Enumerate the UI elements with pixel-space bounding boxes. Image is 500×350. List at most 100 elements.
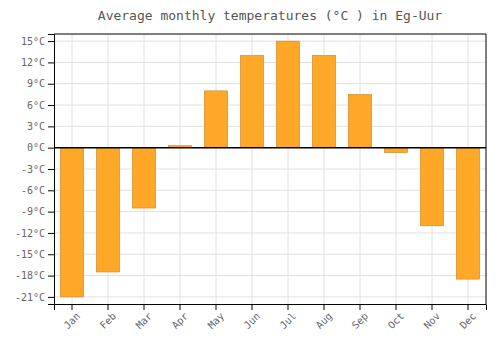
bar	[276, 41, 299, 148]
bar	[60, 148, 83, 297]
grid	[54, 34, 486, 304]
y-axis-line	[48, 35, 55, 305]
x-tick-mark	[396, 304, 397, 310]
x-tick-mark	[144, 304, 145, 310]
y-tick-mark	[48, 169, 54, 170]
frame	[54, 34, 486, 35]
y-tick-mark	[48, 148, 54, 149]
y-tick-label: -3°C	[21, 164, 45, 175]
x-tick-label: Aug	[314, 310, 335, 331]
baseline	[54, 147, 486, 149]
x-tick: Dec	[458, 304, 479, 331]
y-tick-mark	[48, 190, 54, 191]
x-tick: Jan	[62, 304, 83, 331]
x-tick: May	[206, 304, 227, 331]
y-tick-mark	[48, 84, 54, 85]
y-tick-mark	[48, 254, 54, 255]
x-tick: Jun	[242, 304, 263, 331]
y-tick-label: 9°C	[27, 78, 45, 89]
x-tick-mark	[180, 304, 181, 310]
title: Average monthly temperatures (°C ) in Eg…	[98, 8, 443, 23]
bar	[204, 91, 227, 148]
y-tick-label: 3°C	[27, 121, 45, 132]
grid-line-y	[54, 83, 486, 84]
x-tick-label: Oct	[386, 310, 407, 331]
x-tick: Oct	[386, 304, 407, 331]
y-tick-label: -18°C	[15, 270, 45, 281]
y-tick: 9°C	[27, 78, 54, 89]
x-tick-label: Apr	[170, 310, 191, 331]
y-tick: 0°C	[27, 142, 54, 153]
x-tick-mark	[432, 304, 433, 310]
y-tick-label: 15°C	[21, 36, 45, 47]
grid-line-x	[180, 34, 181, 304]
frame	[486, 34, 487, 304]
x-tick-label: Dec	[458, 310, 479, 331]
y-tick: -6°C	[21, 185, 54, 196]
grid-line-y	[54, 126, 486, 127]
x-tick-mark	[108, 304, 109, 310]
x-tick: Aug	[314, 304, 335, 331]
y-tick: -21°C	[15, 292, 54, 303]
x-axis-line	[55, 305, 487, 311]
y-tick-mark	[48, 276, 54, 277]
x-tick-label: Nov	[422, 310, 443, 331]
y-tick-mark	[48, 105, 54, 106]
x-tick: Sep	[350, 304, 371, 331]
x-tick-mark	[216, 304, 217, 310]
bar	[456, 148, 479, 279]
y-tick: -18°C	[15, 270, 54, 281]
y-tick-mark	[48, 212, 54, 213]
x-tick-mark	[72, 304, 73, 310]
x-tick-label: Sep	[350, 310, 371, 331]
y-tick-mark	[48, 62, 54, 63]
bar	[348, 94, 371, 147]
x-tick: Nov	[422, 304, 443, 331]
x-tick: Mar	[134, 304, 155, 331]
x-tick-label: Feb	[98, 310, 119, 331]
x-tick-mark	[360, 304, 361, 310]
grid-line-y	[54, 275, 486, 276]
y-tick-mark	[48, 41, 54, 42]
grid-line-y	[54, 147, 486, 148]
y-tick: 6°C	[27, 100, 54, 111]
y-tick-label: -21°C	[15, 292, 45, 303]
grid-line-y	[54, 41, 486, 42]
x-tick-mark	[468, 304, 469, 310]
y-tick-label: 6°C	[27, 100, 45, 111]
y-tick-label: -12°C	[15, 228, 45, 239]
y-tick-label: 0°C	[27, 142, 45, 153]
grid-line-y	[54, 105, 486, 106]
bar	[312, 55, 335, 147]
y-tick-label: -9°C	[21, 206, 45, 217]
grid-line-y	[54, 62, 486, 63]
x-tick-label: Jul	[278, 310, 299, 331]
plot: -21°C -18°C -15°C -12°C -9°C -6°C -3°C 0°C 3°C 6°…	[15, 34, 487, 331]
chart: -21°C -18°C -15°C -12°C -9°C -6°C -3°C 0°C 3°C 6°…	[0, 0, 500, 350]
grid-line-x	[360, 34, 361, 304]
y-tick-label: -6°C	[21, 185, 45, 196]
x-tick-mark	[288, 304, 289, 310]
y-tick: 15°C	[21, 36, 54, 47]
y-tick-mark	[48, 233, 54, 234]
x-tick-label: Mar	[134, 310, 155, 331]
y-tick-label: -15°C	[15, 249, 45, 260]
bars	[54, 41, 486, 297]
y-tick-mark	[48, 126, 54, 127]
y-tick: -3°C	[21, 164, 54, 175]
x-axis: Jan Feb Mar Apr May Jun Jul Aug Sep Oct Nov Dec	[55, 304, 487, 331]
x-tick: Apr	[170, 304, 191, 331]
grid-line-x	[396, 34, 397, 304]
x-tick: Jul	[278, 304, 299, 331]
x-tick: Feb	[98, 304, 119, 331]
y-tick: 3°C	[27, 121, 54, 132]
x-tick-label: May	[206, 310, 227, 331]
bar	[240, 55, 263, 147]
x-tick-label: Jan	[62, 310, 83, 331]
y-axis: -21°C -18°C -15°C -12°C -9°C -6°C -3°C 0°C 3°C 6°…	[15, 35, 55, 305]
bar	[132, 148, 155, 208]
y-tick: -15°C	[15, 249, 54, 260]
y-tick-label: 12°C	[21, 57, 45, 68]
y-tick-mark	[48, 297, 54, 298]
y-tick: -9°C	[21, 206, 54, 217]
